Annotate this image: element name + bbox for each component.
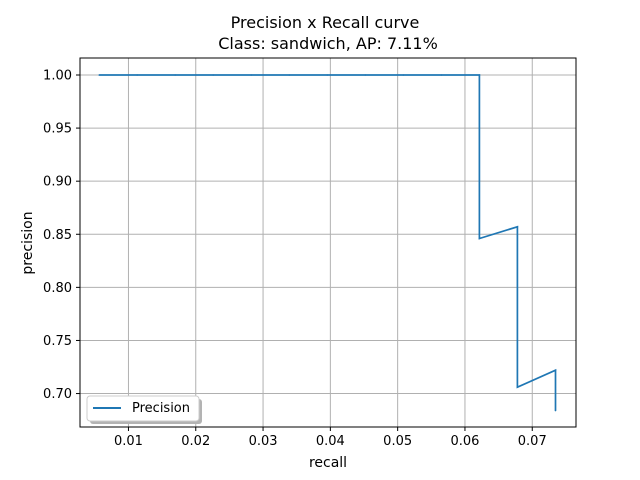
y-axis-label: precision [20, 211, 36, 274]
y-tick-label: 0.90 [43, 175, 72, 190]
x-tick-label: 0.06 [450, 434, 479, 449]
data-point [440, 74, 443, 76]
x-tick-label: 0.03 [249, 434, 278, 449]
x-tick-label: 0.07 [518, 434, 547, 449]
y-tick-label: 0.80 [43, 281, 72, 296]
data-point [288, 74, 291, 76]
data-point [212, 74, 215, 76]
y-tick-label: 0.95 [43, 122, 72, 137]
data-point [364, 74, 367, 76]
chart-subtitle: Class: sandwich, AP: 7.11% [218, 34, 438, 53]
x-axis-ticks: 0.01 0.02 0.03 0.04 0.05 0.06 0.07 [114, 427, 547, 449]
plot-frame [79, 57, 577, 428]
y-tick-label: 0.70 [43, 387, 72, 402]
y-tick-label: 1.00 [43, 68, 72, 83]
data-point [554, 409, 557, 412]
x-tick-label: 0.04 [316, 434, 345, 449]
series-line-precision [99, 74, 557, 411]
series-lines [98, 74, 557, 412]
legend: Precision [86, 395, 202, 424]
data-point [478, 74, 481, 76]
x-tick-label: 0.05 [383, 434, 412, 449]
chart-title: Precision x Recall curve [231, 13, 420, 32]
data-point [402, 74, 405, 76]
y-axis-ticks: 0.70 0.75 0.80 0.85 0.90 0.95 1.00 [43, 68, 80, 402]
data-point [516, 386, 519, 388]
x-axis-label: recall [309, 455, 347, 471]
data-point [98, 74, 100, 76]
data-point [326, 74, 329, 76]
data-point [136, 74, 139, 76]
data-point [554, 369, 557, 371]
data-point [516, 226, 519, 228]
y-tick-label: 0.75 [43, 334, 72, 349]
data-point [174, 74, 177, 76]
y-tick-label: 0.85 [43, 228, 72, 243]
data-point [478, 237, 481, 240]
data-point [250, 74, 253, 76]
legend-label: Precision [132, 401, 190, 416]
x-tick-label: 0.01 [114, 434, 143, 449]
x-tick-label: 0.02 [181, 434, 210, 449]
legend-box [86, 395, 200, 422]
